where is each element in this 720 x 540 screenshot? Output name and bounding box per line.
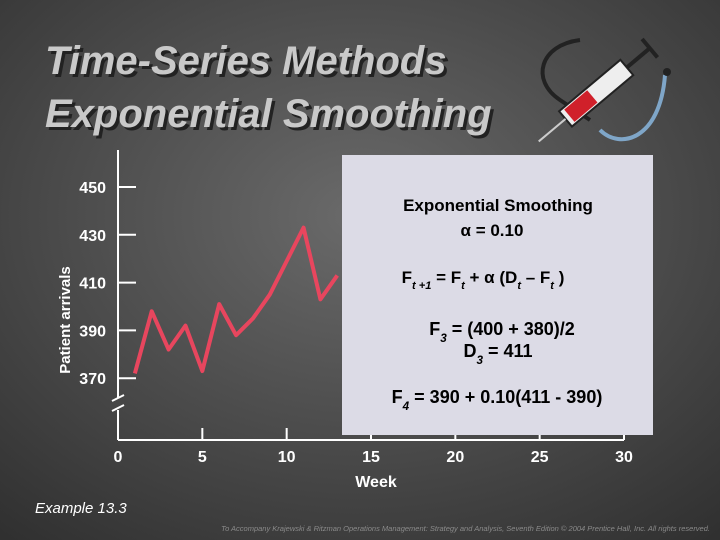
x-tick-label: 30 [615,449,633,466]
y-tick-label: 390 [79,323,106,340]
formula-subscript: t [461,280,466,292]
formula-text: D [463,341,476,361]
formula-line: D3 = 411 [463,341,532,367]
title-shadow: Exponential Smoothing [48,95,495,139]
axis-break [111,394,125,402]
footer: To Accompany Krajewski & Ritzman Operati… [221,524,710,533]
syringe-plunger [625,46,652,70]
syringe-needle [538,118,567,143]
formula-text: – F [521,268,550,287]
x-tick-label: 20 [446,449,464,466]
formula-box [342,155,653,435]
title-line: Time-Series Methods [45,39,447,83]
formula-subscript: t [550,280,555,292]
x-tick-label: 0 [114,449,123,466]
syringe-liquid [564,90,598,122]
formula-line: Ft +1 = Ft + α (Dt – Ft ) [402,268,565,292]
formula-text: + α (D [465,268,518,287]
syringe-icon [538,37,671,143]
formula-text: ) [554,268,564,287]
axis-break [111,404,125,412]
title-line: Exponential Smoothing [45,92,492,136]
formula-subscript: 3 [476,354,483,367]
formula-line: Exponential Smoothing [403,196,593,215]
title-shadow: Time-Series Methods [48,42,450,86]
formula-text: = 411 [483,341,533,361]
formula-subscript: t [517,280,522,292]
stethoscope [598,74,667,142]
formula-text: = 390 + 0.10(411 - 390) [409,387,602,407]
formula-text: F [429,319,440,339]
formula-line: F4 = 390 + 0.10(411 - 390) [392,387,603,413]
title: Time-Series Methods Time-Series Methods … [45,39,495,139]
x-tick-label: 25 [531,449,549,466]
x-axis-label: Week [355,474,397,491]
formula-text: = (400 + 380)/2 [447,319,575,339]
stethoscope [540,38,592,122]
x-tick-label: 10 [278,449,296,466]
formula-subscript: 4 [402,400,410,413]
y-tick-label: 430 [79,228,106,245]
formula-line: α = 0.10 [461,221,524,240]
formula-text: F [402,268,412,287]
y-tick-label: 410 [79,276,106,293]
y-axis-label: Patient arrivals [57,266,74,374]
y-tick-label: 370 [79,371,106,388]
formula-subscript: 3 [440,332,447,345]
y-tick-label: 450 [79,180,106,197]
formula-line: F3 = (400 + 380)/2 [429,319,575,345]
formula-text: = F [431,268,461,287]
formula-text: α = 0.10 [461,221,524,240]
syringe-plunger [640,37,660,59]
x-tick-label: 15 [362,449,380,466]
formula-text: F [392,387,403,407]
formula-text: Exponential Smoothing [403,196,593,215]
x-tick-label: 5 [198,449,207,466]
data-line [132,225,339,374]
formula-subscript: t +1 [412,280,431,292]
example-label: Example 13.3 [35,500,127,517]
stethoscope-end [663,68,671,76]
